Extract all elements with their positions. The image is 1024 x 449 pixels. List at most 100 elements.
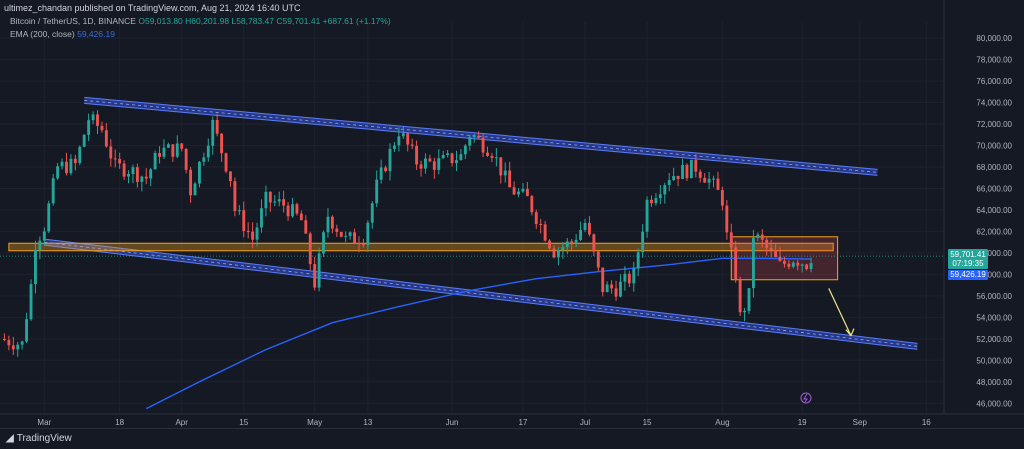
ema-price: 59,426.19 — [950, 270, 986, 279]
candle-body — [34, 249, 37, 285]
y-tick-label: 76,000.00 — [976, 77, 1012, 86]
candle-body — [667, 180, 671, 186]
candle-body — [446, 153, 450, 156]
chart-grid — [0, 0, 1024, 415]
candle-body — [716, 178, 720, 190]
candle-body — [158, 153, 161, 157]
y-tick-label: 50,000.00 — [976, 356, 1012, 365]
candle-body — [539, 224, 543, 226]
candle-body — [658, 194, 662, 199]
candle-body — [614, 288, 618, 297]
candle-body — [91, 114, 95, 121]
candle-body — [11, 345, 15, 350]
candle-body — [268, 191, 272, 203]
candle-body — [570, 241, 574, 243]
candle-body — [472, 135, 476, 137]
candle-body — [720, 189, 724, 206]
candle-body — [756, 234, 760, 238]
y-tick-label: 78,000.00 — [976, 56, 1012, 65]
candle-body — [481, 137, 485, 153]
y-tick-label: 68,000.00 — [976, 163, 1012, 172]
candle-body — [361, 244, 365, 246]
candle-body — [202, 157, 206, 162]
candle-body — [322, 232, 325, 254]
candle-body — [206, 145, 210, 158]
candle-body — [242, 210, 246, 231]
candle-body — [82, 134, 86, 147]
candle-body — [2, 338, 6, 341]
candle-body — [707, 178, 711, 183]
y-tick-label: 46,000.00 — [976, 399, 1012, 408]
candle-body — [499, 157, 503, 176]
candle-body — [397, 136, 401, 146]
candle-body — [175, 143, 179, 157]
candle-body — [73, 158, 77, 164]
candle-body — [627, 273, 631, 284]
candle-body — [534, 212, 538, 225]
candle-body — [769, 247, 773, 251]
candle-body — [184, 148, 188, 170]
candle-body — [672, 175, 676, 181]
candle-body — [694, 159, 698, 172]
candle-body — [468, 136, 472, 146]
tradingview-logo-icon: ◢ — [6, 433, 14, 444]
candle-body — [406, 133, 410, 145]
candle-body — [685, 164, 689, 179]
candle-body — [260, 208, 263, 228]
y-tick-label: 64,000.00 — [976, 206, 1012, 215]
candle-body — [508, 170, 512, 188]
candle-body — [118, 158, 122, 164]
candle-body — [211, 119, 215, 146]
candle-body — [353, 232, 356, 244]
y-tick-label: 72,000.00 — [976, 120, 1012, 129]
candle-body — [60, 161, 64, 167]
candle-body — [304, 220, 308, 234]
ema-legend[interactable]: EMA (200, close) 59,426.19 — [10, 29, 115, 39]
x-tick-label: Aug — [715, 418, 729, 427]
candle-body — [96, 114, 99, 126]
price-zones — [8, 236, 839, 281]
support-zone — [8, 242, 834, 252]
candle-body — [645, 199, 649, 232]
candle-body — [698, 171, 702, 178]
candle-body — [650, 199, 653, 204]
tradingview-logo[interactable]: ◢ TradingView — [6, 433, 72, 444]
candle-body — [410, 144, 414, 146]
x-tick-label: 15 — [643, 418, 652, 427]
ema-label: EMA (200, close) — [10, 29, 75, 39]
candle-body — [144, 176, 148, 179]
x-tick-label: Jul — [580, 418, 590, 427]
x-tick-label: Mar — [37, 418, 51, 427]
candle-body — [663, 185, 667, 195]
candle-body — [601, 267, 605, 293]
lower-channel-midline — [44, 241, 918, 347]
y-tick-label: 62,000.00 — [976, 227, 1012, 236]
price-axis[interactable]: 46,000.00 48,000.00 50,000.00 52,000.00 54,0… — [976, 34, 1012, 408]
candle-body — [565, 241, 569, 248]
candle-body — [530, 196, 534, 213]
event-lightning-icon — [800, 392, 812, 404]
x-tick-label: Sep — [853, 418, 868, 427]
candle-body — [743, 310, 747, 313]
candle-body — [596, 251, 600, 268]
candle-body — [796, 262, 800, 266]
candle-body — [20, 341, 24, 345]
candle-body — [689, 159, 693, 179]
candle-body — [237, 210, 241, 212]
time-axis[interactable]: Mar 18 Apr 15 May 13 Jun 17 Jul 15 Aug 19 Sep 16 — [37, 418, 931, 427]
candle-body — [255, 227, 259, 240]
candle-body — [317, 253, 321, 288]
candle-body — [552, 248, 556, 258]
candle-body — [299, 213, 303, 221]
candle-body — [149, 169, 153, 179]
candle-body — [295, 204, 299, 214]
x-tick-label: 15 — [239, 418, 248, 427]
candle-body — [131, 167, 135, 175]
candle-body — [774, 250, 778, 257]
y-tick-label: 58,000.00 — [976, 270, 1012, 279]
symbol-legend[interactable]: Bitcoin / TetherUS, 1D, BINANCE O59,013.… — [10, 16, 391, 26]
candle-body — [579, 229, 583, 240]
candle-body — [738, 279, 742, 313]
candle-body — [109, 146, 113, 159]
